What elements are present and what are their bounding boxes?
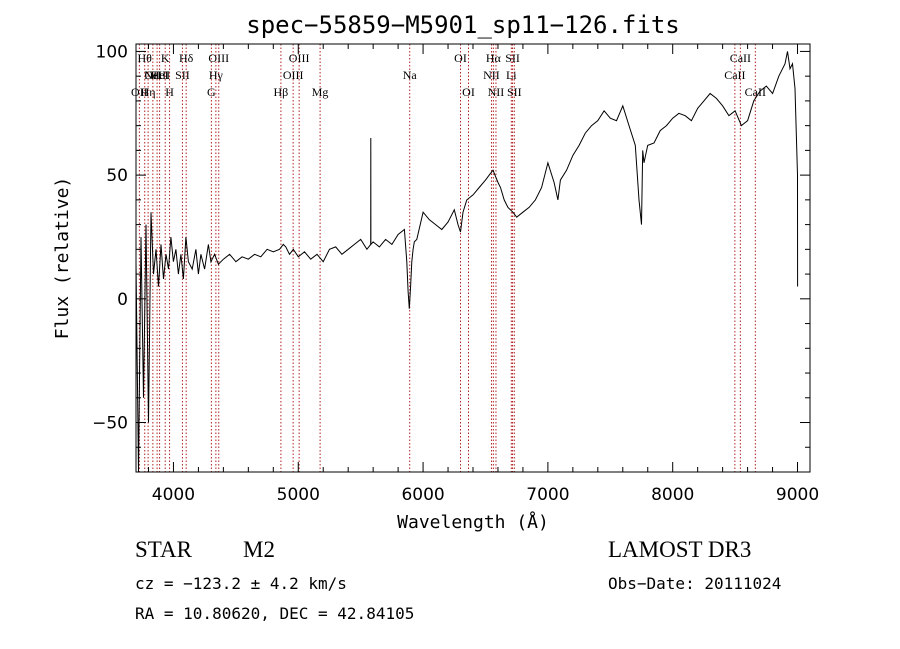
object-class: STAR <box>135 537 192 562</box>
spectral-line-label: OIII <box>289 51 310 65</box>
x-tick-label: 6000 <box>401 485 444 505</box>
spectral-line-label: Li <box>506 68 517 82</box>
y-tick-label: 100 <box>96 42 128 62</box>
spectral-line-label: OIII <box>208 51 229 65</box>
observation-date: Obs−Date: 20111024 <box>608 574 782 593</box>
spectral-line-label: G <box>207 85 216 99</box>
x-axis-label: Wavelength (Å) <box>397 511 549 533</box>
spectral-line-label: NII <box>488 85 505 99</box>
spectral-line-label: Hη <box>141 85 156 99</box>
x-tick-label: 7000 <box>526 485 569 505</box>
spectral-line-label: H <box>165 85 174 99</box>
spectral-line-label: CaII <box>724 68 745 82</box>
survey-name: LAMOST DR3 <box>608 537 752 562</box>
x-tick-label: 4000 <box>152 485 195 505</box>
chart-title: spec−55859−M5901_sp11−126.fits <box>246 11 679 39</box>
axis-ticks: 4000 5000 6000 7000 8000 9000 −50 0 50 100 <box>92 42 819 505</box>
plot-frame <box>135 43 811 473</box>
spectral-line-label: OI <box>454 51 467 65</box>
spectral-line-label: OII <box>131 85 148 99</box>
spectral-line-markers <box>138 44 756 472</box>
spectral-line-label: Hθ <box>138 51 153 65</box>
spectral-line-label: Hγ <box>209 68 224 82</box>
spectral-line-label: OII <box>145 68 162 82</box>
sky-coordinates: RA = 10.80620, DEC = 42.84105 <box>135 604 415 623</box>
spectral-line-label: CaII <box>730 51 751 65</box>
spectral-line-label: SII <box>507 85 522 99</box>
y-tick-label: 0 <box>117 290 128 310</box>
spectral-line-label: OIII <box>283 68 304 82</box>
spectral-line-label: Mg <box>312 85 329 99</box>
flux-series-line <box>135 51 799 473</box>
object-subclass: M2 <box>243 537 275 562</box>
spectral-line-labels: OIIHθHηOIINeIIIHeIKHSIIHδGHγOIIIHβOIIIOI… <box>131 51 766 99</box>
spectral-line-label: SII <box>175 68 190 82</box>
spectral-line-label: NII <box>483 68 500 82</box>
spectral-line-label: Hβ <box>274 85 289 99</box>
y-tick-label: −50 <box>92 414 128 434</box>
spectral-line-label: OI <box>462 85 475 99</box>
spectral-line-label: Na <box>403 68 418 82</box>
spectral-line-label: K <box>161 51 170 65</box>
x-tick-label: 9000 <box>776 485 819 505</box>
spectral-line-label: NeIII <box>144 68 170 82</box>
spectral-line-label: SII <box>505 51 520 65</box>
spectral-line-label: HeI <box>151 68 169 82</box>
y-axis-label: Flux (relative) <box>52 177 73 340</box>
spectral-line-label: Hα <box>486 51 502 65</box>
x-tick-label: 5000 <box>277 485 320 505</box>
spectral-line-label: CaII <box>745 85 766 99</box>
redshift-velocity: cz = −123.2 ± 4.2 km/s <box>135 574 347 593</box>
spectral-line-label: Hδ <box>179 51 194 65</box>
y-tick-label: 50 <box>106 166 128 186</box>
x-tick-label: 8000 <box>651 485 694 505</box>
